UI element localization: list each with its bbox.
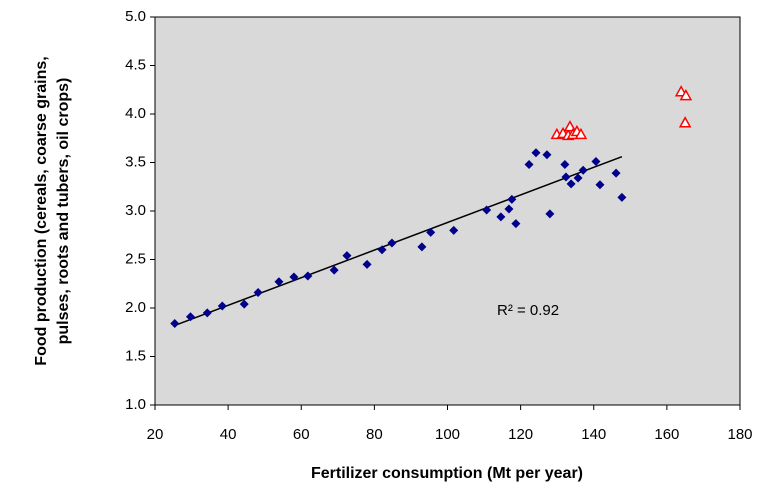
y-tick-label: 2.5 <box>125 250 146 267</box>
data-point <box>678 116 692 128</box>
data-point <box>377 245 387 255</box>
x-tick-label: 140 <box>581 426 606 443</box>
data-point <box>417 242 427 252</box>
data-point <box>303 271 313 281</box>
y-axis-label-line: Food production (cereals, coarse grains, <box>33 56 50 365</box>
data-point <box>507 194 517 204</box>
data-point <box>274 277 284 287</box>
data-point <box>542 150 552 160</box>
x-tick-label: 160 <box>654 426 679 443</box>
data-point <box>329 265 339 275</box>
x-tick-label: 40 <box>220 426 237 443</box>
data-point <box>566 179 576 189</box>
data-point <box>496 212 506 222</box>
data-point <box>591 157 601 167</box>
data-point <box>545 209 555 219</box>
data-point <box>679 89 693 101</box>
plot-area <box>154 16 741 406</box>
data-point <box>573 173 583 183</box>
x-tick-label: 100 <box>435 426 460 443</box>
data-point <box>449 225 459 235</box>
data-point <box>504 204 514 214</box>
x-tick-label: 20 <box>147 426 164 443</box>
data-point <box>563 120 577 132</box>
data-point <box>574 127 588 140</box>
data-point <box>611 168 621 178</box>
y-tick-label: 3.5 <box>125 153 146 170</box>
x-tick-label: 120 <box>508 426 533 443</box>
y-tick-label: 4.5 <box>125 56 146 73</box>
data-point <box>482 205 492 215</box>
data-point <box>362 259 372 269</box>
y-tick-label: 3.0 <box>125 202 146 219</box>
data-point <box>426 227 436 237</box>
data-point <box>511 219 521 229</box>
data-point <box>387 238 397 248</box>
data-point <box>170 319 180 329</box>
data-point <box>617 192 627 202</box>
data-point <box>560 159 570 169</box>
x-tick-label: 180 <box>727 426 752 443</box>
data-point <box>578 165 588 175</box>
data-point <box>202 308 212 318</box>
y-axis-label-line: pulses, roots and tubers, oil crops) <box>55 78 72 345</box>
data-point <box>217 301 227 311</box>
data-point <box>185 312 195 322</box>
data-point <box>561 172 571 182</box>
annotation: R² = 0.92 <box>497 302 559 319</box>
data-point <box>342 251 352 261</box>
x-axis-label: Fertilizer consumption (Mt per year) <box>311 465 583 482</box>
data-point <box>253 287 263 297</box>
y-tick-label: 5.0 <box>125 8 146 25</box>
x-tick-label: 60 <box>293 426 310 443</box>
y-tick-label: 2.0 <box>125 299 146 316</box>
y-tick-label: 1.0 <box>125 396 146 413</box>
y-axis-label: Food production (cereals, coarse grains,… <box>33 56 72 365</box>
data-point <box>595 180 605 190</box>
y-tick-label: 1.5 <box>125 347 146 364</box>
y-tick-label: 4.0 <box>125 105 146 122</box>
trendline <box>174 155 623 327</box>
data-point <box>239 299 249 309</box>
data-point <box>524 159 534 169</box>
data-point <box>289 272 299 282</box>
x-tick-label: 80 <box>366 426 383 443</box>
data-point <box>531 148 541 158</box>
